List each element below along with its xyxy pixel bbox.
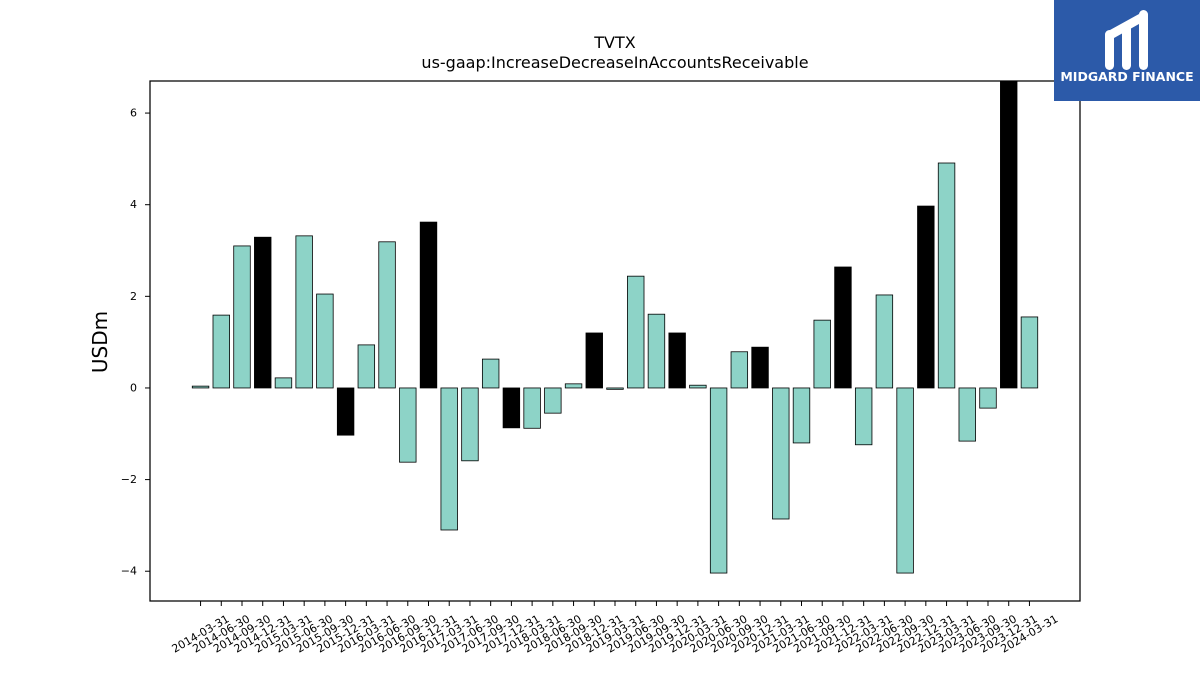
y-tick-label: 2 xyxy=(130,290,137,303)
y-tick-label: 6 xyxy=(130,107,137,120)
bar-series xyxy=(191,81,1039,574)
bar-2020-12-31 xyxy=(751,346,769,389)
bar-2014-03-31 xyxy=(191,385,210,389)
bar-2018-12-31 xyxy=(585,332,603,389)
y-axis: −4 −2 0 2 4 6 xyxy=(121,107,150,578)
bar-2016-12-31 xyxy=(419,221,438,389)
y-tick-label: 0 xyxy=(130,381,137,394)
bar-2023-06-30 xyxy=(958,387,976,442)
bar-2020-09-30 xyxy=(730,351,749,389)
y-tick-label: −2 xyxy=(121,473,137,486)
bar-2021-03-31 xyxy=(772,387,790,520)
bar-2017-06-30 xyxy=(461,387,479,462)
y-tick-label: −4 xyxy=(121,565,137,578)
bar-2019-12-31 xyxy=(668,332,686,389)
chart-subtitle: us-gaap:IncreaseDecreaseInAccountsReceiv… xyxy=(421,53,808,72)
bar-2014-12-31 xyxy=(254,236,272,389)
bar-2017-03-31 xyxy=(440,387,458,531)
bar-2016-06-30 xyxy=(378,241,396,389)
bar-2015-12-31 xyxy=(336,387,355,436)
bar-2021-06-30 xyxy=(792,387,811,444)
bar-2022-03-31 xyxy=(854,387,873,446)
bar-2019-03-31 xyxy=(606,387,624,390)
bar-2020-06-30 xyxy=(709,387,728,574)
bar-2018-03-31 xyxy=(523,387,541,429)
bar-2016-03-31 xyxy=(357,344,376,389)
bar-2023-09-30 xyxy=(979,387,997,409)
bar-2023-03-31 xyxy=(937,162,956,389)
x-axis: 2014-03-312014-06-302014-09-302014-12-31… xyxy=(170,601,1060,656)
bar-2022-12-31 xyxy=(917,205,935,389)
bar-2015-09-30 xyxy=(316,293,334,389)
bar-2019-09-30 xyxy=(647,313,666,389)
bar-2015-03-31 xyxy=(274,377,293,389)
bar-2016-09-30 xyxy=(399,387,417,463)
bar-2021-12-31 xyxy=(834,266,852,389)
bar-2022-06-30 xyxy=(875,294,894,389)
plot-frame xyxy=(149,80,1081,602)
bar-2020-03-31 xyxy=(689,384,707,389)
bar-2022-09-30 xyxy=(896,387,914,574)
bar-2023-12-31 xyxy=(1000,81,1018,389)
logo-text: MIDGARD FINANCE xyxy=(1060,69,1193,84)
y-tick-label: 4 xyxy=(130,198,137,211)
bar-2014-09-30 xyxy=(233,245,251,389)
bar-2017-12-31 xyxy=(502,387,521,429)
bar-2017-09-30 xyxy=(481,358,500,389)
bar-2019-06-30 xyxy=(627,275,645,389)
midgard-monogram-icon xyxy=(1105,10,1148,70)
bar-2015-06-30 xyxy=(295,235,313,389)
chart-title: TVTX xyxy=(593,33,635,52)
bar-2014-06-30 xyxy=(212,314,230,389)
bar-2018-06-30 xyxy=(544,387,562,414)
bar-2021-09-30 xyxy=(813,319,831,389)
bar-2024-03-31 xyxy=(1020,316,1039,389)
bar-2018-09-30 xyxy=(564,383,583,389)
logo: MIDGARD FINANCE xyxy=(1054,0,1200,101)
y-axis-label: USDm xyxy=(88,311,112,373)
